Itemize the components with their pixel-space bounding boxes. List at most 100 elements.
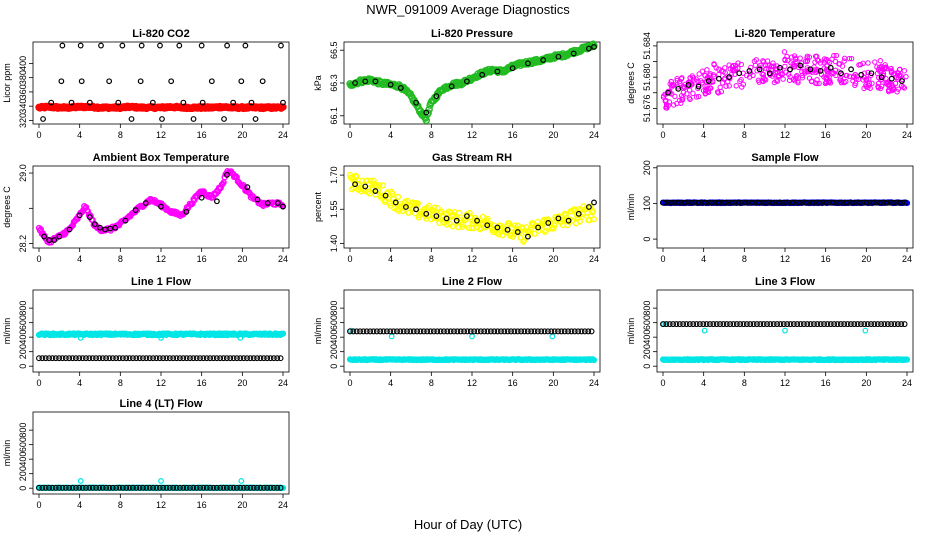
data-point (756, 66, 763, 73)
data-point (694, 199, 701, 206)
series-black (660, 321, 908, 328)
data-point (160, 355, 167, 362)
data-point (773, 199, 780, 206)
data-point (260, 484, 267, 491)
data-point (867, 199, 874, 206)
data-point (797, 62, 804, 69)
data-point (861, 85, 867, 92)
data-point (69, 355, 76, 362)
y-tick-label: 800 (329, 301, 339, 316)
data-point (66, 226, 73, 233)
data-point (661, 93, 667, 99)
y-tick-label: 400 (18, 56, 28, 71)
data-point (804, 58, 810, 65)
data-point (352, 181, 358, 188)
data-point (760, 71, 767, 78)
series-green (346, 40, 598, 125)
panel-5: Gas Stream RH percent 0 4 8 12 16 20 24 1.40 1.55 1… (313, 152, 601, 264)
data-point (535, 227, 542, 235)
y-tick-label: 28.2 (18, 235, 28, 253)
data-point (836, 199, 843, 206)
panel-3: Li-820 Temperature degrees C 0 4 8 12 16 20 24 51… (626, 28, 914, 140)
data-point (528, 328, 535, 335)
data-point (663, 101, 670, 108)
x-tick-label: 16 (197, 500, 207, 510)
data-point (782, 63, 788, 70)
data-point (685, 82, 692, 88)
data-point (362, 183, 369, 190)
data-point (149, 99, 156, 106)
data-point (856, 199, 863, 206)
data-point (699, 80, 705, 86)
data-point (733, 83, 739, 89)
data-point (170, 484, 177, 491)
series-cyan (346, 356, 598, 364)
data-point (210, 355, 217, 362)
panel-title: Li-820 CO2 (132, 28, 189, 40)
series-black (352, 181, 597, 240)
data-point (176, 355, 183, 362)
data-point (230, 355, 237, 362)
data-point (814, 321, 821, 328)
data-point (541, 328, 548, 335)
data-point (555, 53, 562, 60)
x-tick-label: 12 (156, 254, 166, 264)
data-point (705, 86, 711, 92)
data-point (738, 61, 744, 68)
data-point (737, 78, 743, 85)
data-point (812, 59, 818, 65)
data-point (853, 199, 860, 206)
data-point (264, 355, 271, 362)
data-point (527, 226, 534, 233)
data-point (72, 484, 79, 491)
data-point (373, 328, 380, 335)
data-point (129, 484, 136, 491)
data-point (447, 328, 454, 335)
data-point (93, 355, 99, 362)
data-point (762, 199, 769, 206)
data-point (690, 90, 696, 97)
data-point (36, 484, 42, 491)
x-tick-label: 24 (278, 378, 288, 388)
data-point (686, 321, 693, 328)
y-axis-label: degrees C (2, 186, 12, 228)
data-point (757, 321, 764, 328)
data-point (846, 55, 853, 62)
data-point (242, 42, 249, 49)
x-tick-label: 0 (660, 130, 665, 140)
data-point (569, 217, 576, 224)
data-point (705, 78, 712, 84)
data-point (878, 77, 884, 83)
data-point (158, 334, 164, 341)
data-point (227, 355, 234, 362)
data-point (766, 67, 772, 73)
data-point (753, 57, 759, 63)
data-point (254, 355, 261, 362)
x-tick-label: 0 (36, 254, 41, 264)
data-point (280, 203, 286, 210)
data-point (424, 328, 431, 335)
data-point (903, 356, 911, 363)
data-point (550, 225, 557, 232)
data-point (751, 199, 758, 206)
panel-4: Ambient Box Temperature degrees C 0 4 8 12 16 2… (2, 152, 290, 264)
data-point (380, 328, 387, 335)
x-tick-label: 20 (548, 130, 558, 140)
data-point (36, 355, 42, 362)
data-point (66, 484, 73, 491)
x-tick-label: 4 (388, 130, 393, 140)
data-point (810, 199, 817, 206)
data-point (383, 328, 390, 335)
data-point (850, 78, 856, 84)
data-point (868, 70, 875, 77)
data-point (431, 204, 438, 211)
y-tick-label: 600 (329, 315, 339, 330)
y-tick-label: 66.1 (329, 107, 339, 125)
data-point (664, 105, 670, 111)
data-point (240, 484, 247, 491)
data-point (92, 221, 98, 228)
data-point (865, 69, 871, 76)
data-point (838, 70, 844, 77)
data-point (663, 321, 670, 328)
data-point (571, 328, 578, 335)
